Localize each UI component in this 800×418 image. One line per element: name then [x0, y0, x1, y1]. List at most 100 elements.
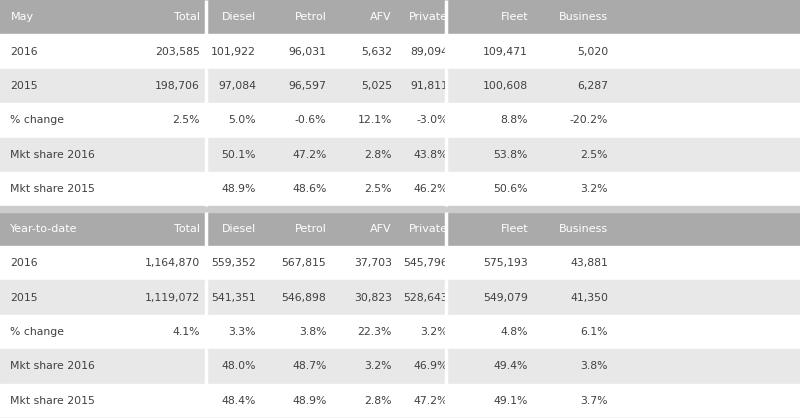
Text: 101,922: 101,922: [211, 47, 256, 56]
Text: 53.8%: 53.8%: [494, 150, 528, 160]
Text: 37,703: 37,703: [354, 258, 392, 268]
Text: 48.9%: 48.9%: [292, 396, 326, 406]
Text: AFV: AFV: [370, 12, 392, 22]
Text: 3.2%: 3.2%: [421, 327, 448, 337]
Bar: [0, 212, 800, 246]
Text: 50.6%: 50.6%: [494, 184, 528, 194]
Bar: [0, 138, 800, 172]
Text: Business: Business: [559, 12, 608, 22]
Text: 2.8%: 2.8%: [365, 150, 392, 160]
Text: 5,020: 5,020: [577, 47, 608, 56]
Text: 1,119,072: 1,119,072: [145, 293, 200, 303]
Text: 46.2%: 46.2%: [414, 184, 448, 194]
Text: 546,898: 546,898: [282, 293, 326, 303]
Text: Petrol: Petrol: [294, 12, 326, 22]
Text: May: May: [10, 12, 34, 22]
Text: 48.4%: 48.4%: [222, 396, 256, 406]
Text: 4.1%: 4.1%: [173, 327, 200, 337]
Text: 12.1%: 12.1%: [358, 115, 392, 125]
Text: 575,193: 575,193: [483, 258, 528, 268]
Text: 567,815: 567,815: [282, 258, 326, 268]
Text: Total: Total: [174, 224, 200, 234]
Text: Diesel: Diesel: [222, 224, 256, 234]
Text: 48.0%: 48.0%: [222, 362, 256, 371]
Text: 2.5%: 2.5%: [365, 184, 392, 194]
Bar: [0, 172, 800, 206]
Text: Private: Private: [409, 224, 448, 234]
Text: AFV: AFV: [370, 224, 392, 234]
Text: 91,811: 91,811: [410, 81, 448, 91]
Text: 2016: 2016: [10, 258, 38, 268]
Text: 3.7%: 3.7%: [581, 396, 608, 406]
Text: Mkt share 2016: Mkt share 2016: [10, 150, 95, 160]
Text: 3.8%: 3.8%: [581, 362, 608, 371]
Text: 46.9%: 46.9%: [414, 362, 448, 371]
Text: 559,352: 559,352: [211, 258, 256, 268]
Text: 43,881: 43,881: [570, 258, 608, 268]
Text: 5,025: 5,025: [361, 81, 392, 91]
Text: 49.1%: 49.1%: [494, 396, 528, 406]
Bar: [0, 246, 800, 280]
Text: Mkt share 2015: Mkt share 2015: [10, 396, 95, 406]
Text: 43.8%: 43.8%: [414, 150, 448, 160]
Bar: [0, 206, 800, 212]
Text: 41,350: 41,350: [570, 293, 608, 303]
Text: 30,823: 30,823: [354, 293, 392, 303]
Text: 549,079: 549,079: [483, 293, 528, 303]
Text: 4.8%: 4.8%: [501, 327, 528, 337]
Text: 109,471: 109,471: [483, 47, 528, 56]
Text: 49.4%: 49.4%: [494, 362, 528, 371]
Bar: [0, 34, 800, 69]
Bar: [0, 69, 800, 103]
Text: 48.6%: 48.6%: [292, 184, 326, 194]
Text: 541,351: 541,351: [211, 293, 256, 303]
Text: 2015: 2015: [10, 81, 38, 91]
Text: 3.8%: 3.8%: [299, 327, 326, 337]
Text: 22.3%: 22.3%: [358, 327, 392, 337]
Text: 198,706: 198,706: [155, 81, 200, 91]
Text: 2.8%: 2.8%: [365, 396, 392, 406]
Text: 528,643: 528,643: [403, 293, 448, 303]
Bar: [0, 280, 800, 315]
Text: 48.9%: 48.9%: [222, 184, 256, 194]
Text: Year-to-date: Year-to-date: [10, 224, 78, 234]
Text: Mkt share 2015: Mkt share 2015: [10, 184, 95, 194]
Text: 3.2%: 3.2%: [581, 184, 608, 194]
Bar: [0, 0, 800, 34]
Text: 203,585: 203,585: [155, 47, 200, 56]
Text: 97,084: 97,084: [218, 81, 256, 91]
Text: 545,796: 545,796: [403, 258, 448, 268]
Text: Mkt share 2016: Mkt share 2016: [10, 362, 95, 371]
Text: -0.6%: -0.6%: [295, 115, 326, 125]
Text: 5,632: 5,632: [361, 47, 392, 56]
Text: 48.7%: 48.7%: [292, 362, 326, 371]
Bar: [0, 103, 800, 138]
Text: % change: % change: [10, 115, 64, 125]
Text: 2016: 2016: [10, 47, 38, 56]
Text: 47.2%: 47.2%: [414, 396, 448, 406]
Text: 6.1%: 6.1%: [581, 327, 608, 337]
Text: 47.2%: 47.2%: [292, 150, 326, 160]
Text: 89,094: 89,094: [410, 47, 448, 56]
Text: 3.2%: 3.2%: [365, 362, 392, 371]
Text: 2015: 2015: [10, 293, 38, 303]
Text: 1,164,870: 1,164,870: [145, 258, 200, 268]
Text: 8.8%: 8.8%: [501, 115, 528, 125]
Text: Business: Business: [559, 224, 608, 234]
Text: Fleet: Fleet: [500, 224, 528, 234]
Text: 2.5%: 2.5%: [173, 115, 200, 125]
Text: 5.0%: 5.0%: [228, 115, 256, 125]
Text: 3.3%: 3.3%: [229, 327, 256, 337]
Text: Diesel: Diesel: [222, 12, 256, 22]
Text: Total: Total: [174, 12, 200, 22]
Text: 96,031: 96,031: [288, 47, 326, 56]
Text: 50.1%: 50.1%: [222, 150, 256, 160]
Text: Petrol: Petrol: [294, 224, 326, 234]
Text: -3.0%: -3.0%: [417, 115, 448, 125]
Bar: [0, 384, 800, 418]
Bar: [0, 315, 800, 349]
Text: % change: % change: [10, 327, 64, 337]
Text: Fleet: Fleet: [500, 12, 528, 22]
Text: 100,608: 100,608: [483, 81, 528, 91]
Text: 6,287: 6,287: [577, 81, 608, 91]
